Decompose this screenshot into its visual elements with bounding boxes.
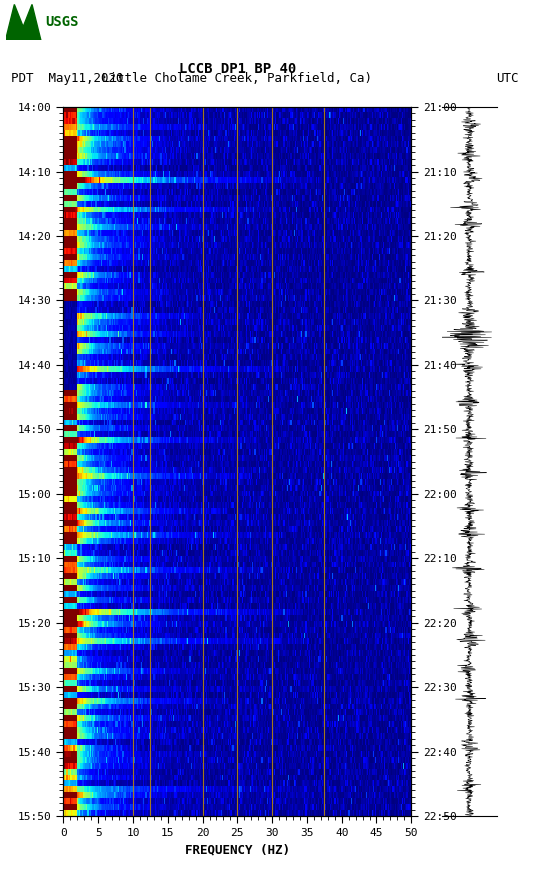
Text: USGS: USGS (45, 15, 79, 29)
Text: PDT  May11,2020: PDT May11,2020 (11, 71, 124, 85)
Polygon shape (6, 4, 41, 40)
Text: LCCB DP1 BP 40: LCCB DP1 BP 40 (179, 62, 296, 76)
Text: Little Cholame Creek, Parkfield, Ca): Little Cholame Creek, Parkfield, Ca) (102, 71, 373, 85)
X-axis label: FREQUENCY (HZ): FREQUENCY (HZ) (185, 844, 290, 856)
Text: UTC: UTC (497, 71, 519, 85)
